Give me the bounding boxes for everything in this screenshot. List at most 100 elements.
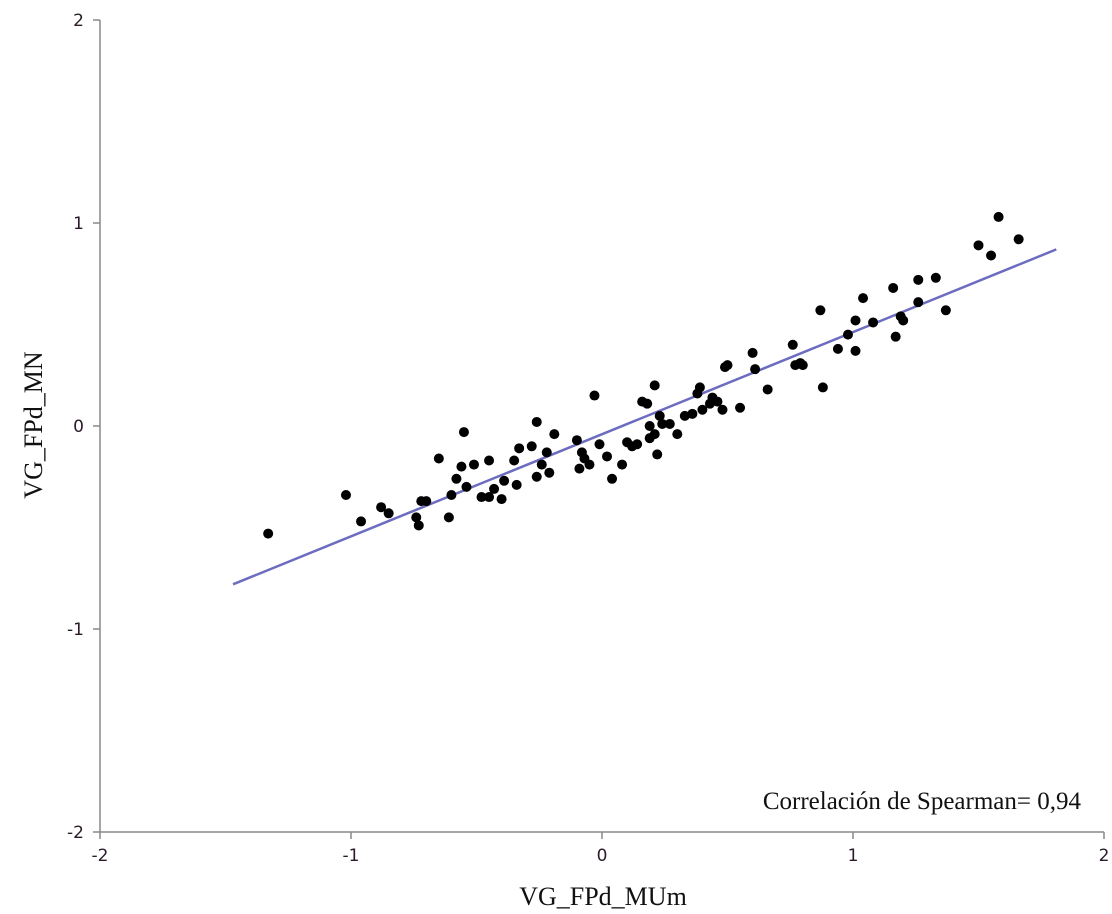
x-tick-label: 0 — [597, 846, 608, 866]
x-axis-title: VG_FPd_MUm — [519, 882, 687, 911]
data-point — [973, 240, 984, 251]
data-point — [913, 297, 924, 308]
data-point — [642, 398, 653, 409]
data-point — [607, 473, 618, 484]
data-point — [421, 496, 432, 507]
data-point — [858, 293, 869, 304]
data-point — [644, 421, 655, 431]
data-point — [940, 305, 951, 316]
data-point — [383, 508, 394, 519]
data-point — [850, 345, 861, 356]
data-point — [632, 439, 643, 450]
data-point — [817, 382, 828, 393]
data-point — [489, 483, 500, 494]
data-point — [413, 520, 424, 531]
data-point — [526, 441, 537, 452]
data-point — [544, 467, 555, 478]
data-point — [652, 449, 663, 460]
data-point — [499, 475, 510, 486]
data-point — [574, 463, 585, 474]
data-point — [787, 339, 798, 350]
data-point — [679, 410, 690, 421]
data-point — [461, 481, 472, 492]
data-point — [697, 404, 708, 415]
x-tick-label: 2 — [1099, 846, 1110, 866]
data-point — [657, 418, 668, 429]
data-point — [1013, 234, 1024, 245]
data-point — [649, 380, 660, 391]
data-point — [571, 435, 582, 446]
data-point — [993, 211, 1004, 222]
data-point — [617, 459, 628, 470]
data-point — [509, 455, 520, 466]
data-point — [514, 443, 525, 454]
data-point — [549, 429, 560, 440]
data-point — [913, 274, 924, 285]
data-point — [531, 471, 542, 482]
data-point — [815, 305, 826, 316]
points-group — [263, 211, 1024, 539]
data-point — [722, 360, 733, 371]
data-point — [898, 315, 909, 326]
data-point — [484, 492, 495, 503]
y-tick-label: 2 — [73, 11, 84, 31]
y-tick-label: -2 — [67, 823, 84, 843]
data-point — [451, 473, 462, 484]
data-point — [511, 479, 522, 490]
data-point — [888, 282, 899, 293]
spearman-annotation: Correlación de Spearman= 0,94 — [763, 788, 1082, 815]
data-point — [443, 512, 454, 523]
y-axis-title: VG_FPd_MN — [19, 351, 48, 499]
data-point — [536, 459, 547, 470]
fit-line — [232, 248, 1057, 586]
data-point — [649, 429, 660, 440]
data-point — [687, 408, 698, 419]
data-point — [468, 459, 479, 470]
data-point — [750, 364, 761, 375]
data-point — [717, 404, 728, 415]
data-point — [832, 343, 843, 354]
data-point — [735, 402, 746, 413]
data-point — [496, 494, 507, 505]
data-point — [986, 250, 997, 261]
data-point — [531, 416, 542, 427]
data-point — [890, 331, 901, 342]
data-point — [762, 384, 773, 395]
data-point — [842, 329, 853, 340]
data-point — [411, 512, 422, 523]
x-tick-label: 1 — [848, 846, 859, 866]
data-point — [654, 410, 665, 421]
data-point — [376, 502, 387, 513]
fit-line-group — [232, 248, 1057, 586]
y-tick-label: 1 — [73, 214, 84, 234]
data-point — [456, 461, 467, 472]
axes — [93, 19, 1105, 839]
data-point — [868, 317, 879, 328]
data-point — [476, 492, 487, 503]
tick-labels: -2 -1 0 1 2 -2 -1 0 1 2 — [67, 11, 1109, 866]
data-point — [797, 360, 808, 371]
y-tick-label: -1 — [67, 620, 84, 640]
data-point — [541, 447, 552, 458]
data-point — [584, 459, 595, 470]
data-point — [433, 453, 444, 464]
data-point — [446, 490, 457, 501]
data-point — [930, 272, 941, 283]
data-point — [263, 528, 274, 539]
x-tick-label: -2 — [92, 846, 109, 866]
data-point — [747, 347, 758, 358]
data-point — [356, 516, 367, 527]
x-tick-label: -1 — [343, 846, 360, 866]
data-point — [694, 382, 705, 393]
data-point — [850, 315, 861, 326]
data-point — [458, 427, 469, 438]
data-point — [602, 451, 613, 462]
data-point — [484, 455, 495, 466]
data-point — [664, 418, 675, 429]
data-point — [712, 396, 723, 407]
data-point — [672, 429, 683, 440]
y-tick-label: 0 — [73, 417, 84, 437]
data-point — [594, 439, 605, 450]
data-point — [340, 490, 351, 501]
